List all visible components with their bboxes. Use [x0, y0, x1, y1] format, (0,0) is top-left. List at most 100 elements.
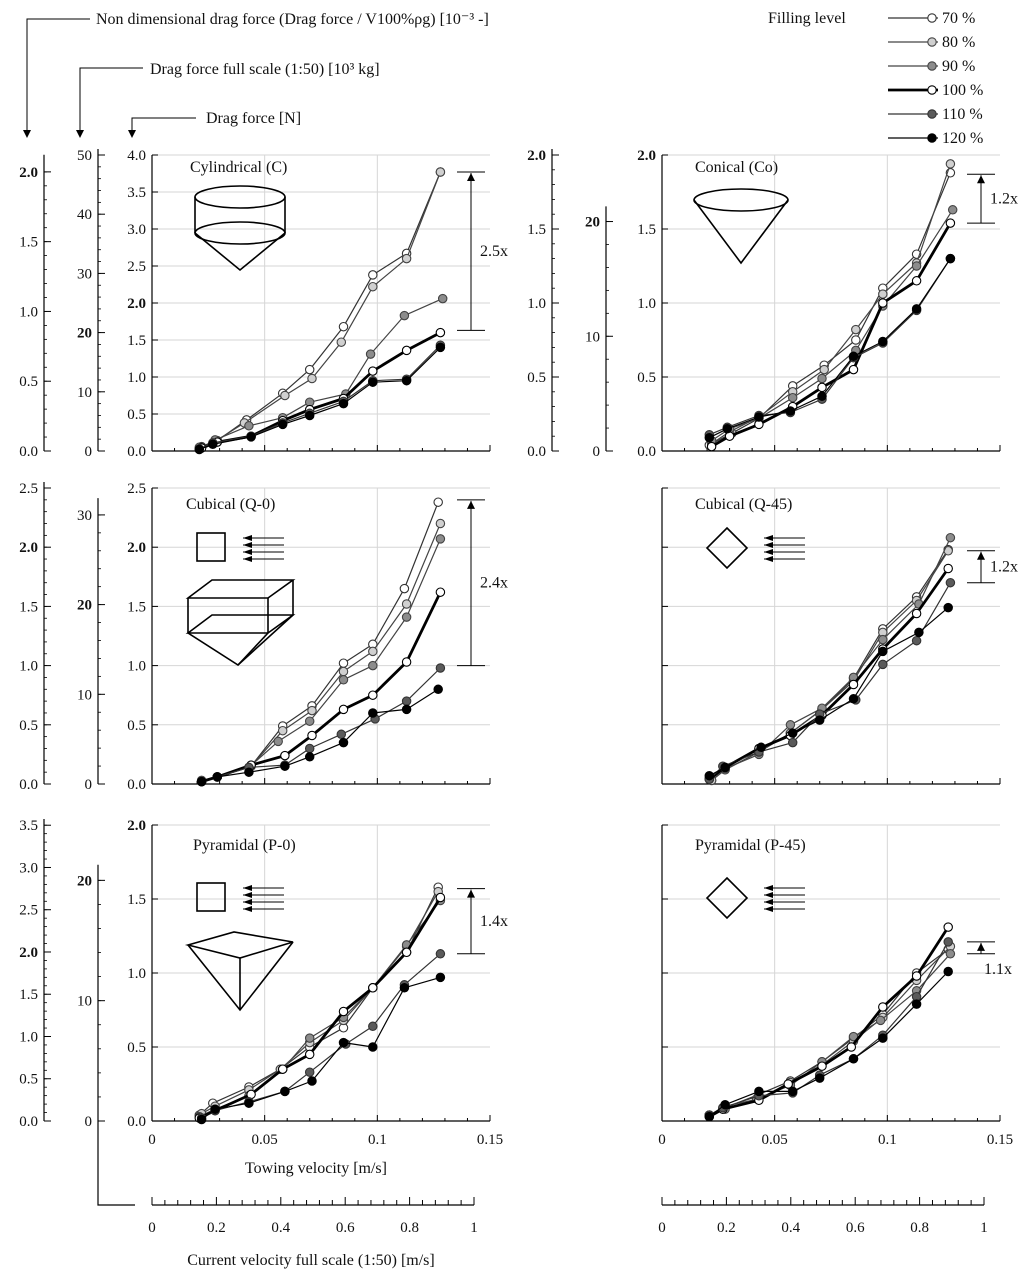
tank-shape-icon: [184, 882, 294, 1012]
data-point: [911, 971, 922, 981]
secondary-tick-label-nondimensional-1: 0.5: [19, 718, 38, 734]
flow-arrowhead-2: [764, 549, 773, 555]
data-point: [814, 715, 825, 725]
y-tick-label-0: 0.0: [127, 777, 146, 793]
axis-header: Non dimensional drag force (Drag force /…: [23, 11, 489, 138]
data-point: [368, 1042, 378, 1052]
data-point: [878, 1033, 888, 1043]
secondary-tick-label-nondimensional-0: 0.0: [19, 444, 38, 460]
data-point: [401, 345, 412, 356]
full-scale-tick-label-3: 0.6: [336, 1220, 355, 1236]
y-tick-label-0: 0.0: [127, 1114, 146, 1130]
data-point: [787, 1086, 798, 1097]
data-point: [878, 1002, 888, 1012]
data-point: [244, 1098, 254, 1108]
ratio-label: 1.1x: [984, 961, 1012, 978]
data-point: [368, 660, 378, 671]
header-axis-label-2: Drag force full scale (1:50) [10³ kg]: [150, 61, 380, 78]
flow-arrowhead-0: [243, 885, 252, 891]
y-tick-label-1: 0.5: [127, 718, 146, 734]
data-point: [368, 983, 378, 993]
data-point: [704, 1111, 715, 1122]
full-scale-axis-2: 0 0.2 0.4 0.6 0.8 1: [658, 1197, 988, 1236]
data-point: [433, 684, 443, 695]
data-point: [720, 762, 730, 773]
y-tick-label-2: 1.0: [127, 659, 146, 675]
pyramid-top-face-icon: [184, 931, 294, 959]
data-point: [336, 337, 347, 347]
data-point: [196, 1114, 207, 1125]
y-tick-label-1: 0.5: [637, 370, 656, 386]
series-line: [709, 258, 951, 439]
data-point: [911, 635, 922, 646]
tank-shape-icon: [705, 876, 749, 920]
data-point: [945, 253, 956, 264]
series-line: [198, 886, 439, 1116]
data-point: [945, 159, 956, 169]
y-tick-label-4: 2.0: [637, 148, 656, 164]
tank-shape-icon: [693, 188, 789, 265]
secondary-tick-label-nondimensional-7: 3.5: [19, 818, 38, 834]
data-point: [368, 377, 378, 387]
chart-panels: 0.0 0.5 1.0 1.5 2.0 2.5 3.0 3.5 4.0 0 10 20 30 40 50 0.…: [19, 148, 1018, 1177]
axis-bracket-line: [97, 1121, 135, 1206]
data-point: [945, 218, 956, 228]
data-point: [338, 1037, 349, 1048]
y-tick-label-4: 2.0: [127, 540, 146, 556]
ratio-annotation: 1.2x: [967, 173, 1018, 224]
x-tick-label-2: 0.1: [878, 1132, 897, 1148]
data-point: [401, 375, 412, 386]
legend-entry-2: 90 %: [942, 58, 975, 75]
data-point: [943, 922, 953, 932]
y-tick-label-2: 1.0: [127, 370, 146, 386]
series-90-percent: [194, 895, 446, 1122]
series-line: [709, 258, 951, 436]
data-point: [785, 406, 796, 416]
ratio-arrowhead: [467, 173, 475, 182]
data-point: [401, 599, 412, 609]
ratio-arrowhead: [977, 942, 985, 951]
legend-marker-2: [927, 61, 937, 71]
ratio-label: 1.2x: [990, 559, 1018, 576]
y-tick-label-1: 0.5: [127, 407, 146, 423]
full-scale-tick-label-0: 0: [658, 1220, 666, 1236]
y-tick-label-5: 2.5: [127, 481, 146, 497]
flow-arrowhead-1: [764, 892, 773, 898]
series-line: [708, 537, 951, 779]
legend-marker-3: [927, 85, 937, 95]
data-point: [785, 720, 796, 730]
secondary-tick-label-full_scale-3: 30: [77, 266, 92, 282]
series-120-percent: [194, 342, 446, 455]
secondary-tick-label-nondimensional-2: 1.0: [19, 659, 38, 675]
data-point: [368, 690, 378, 700]
flow-arrowhead-1: [243, 542, 252, 548]
x-tick-label-1: 0.05: [252, 1132, 278, 1148]
tank-top-ellipse-icon: [194, 185, 286, 209]
data-point: [401, 947, 412, 958]
x-tick-label-1: 0.05: [762, 1132, 788, 1148]
series-line: [711, 209, 954, 442]
legend-entry-4: 110 %: [942, 106, 983, 123]
flow-arrowhead-2: [243, 899, 252, 905]
data-point: [304, 716, 315, 726]
cone-body-icon: [693, 199, 789, 265]
series-line: [201, 298, 443, 448]
data-point: [304, 743, 315, 754]
data-point: [704, 432, 715, 443]
secondary-tick-label-nondimensional-4: 2.0: [19, 945, 38, 961]
series-line: [711, 549, 949, 781]
data-point: [338, 321, 349, 332]
data-point: [280, 390, 290, 401]
data-point: [244, 421, 254, 431]
flow-arrowhead-2: [243, 549, 252, 555]
data-point: [196, 776, 207, 787]
data-point: [878, 298, 888, 308]
secondary-tick-label-full_scale-4: 40: [77, 207, 92, 223]
panel-4: Cubical (Q-45) 1.2x: [661, 487, 1018, 786]
x-axis-label: Towing velocity [m/s]: [245, 1160, 387, 1177]
ratio-annotation: 2.5x: [457, 171, 508, 331]
y-tick-label-1: 0.5: [127, 1040, 146, 1056]
data-point: [338, 658, 349, 668]
data-point: [817, 391, 827, 401]
